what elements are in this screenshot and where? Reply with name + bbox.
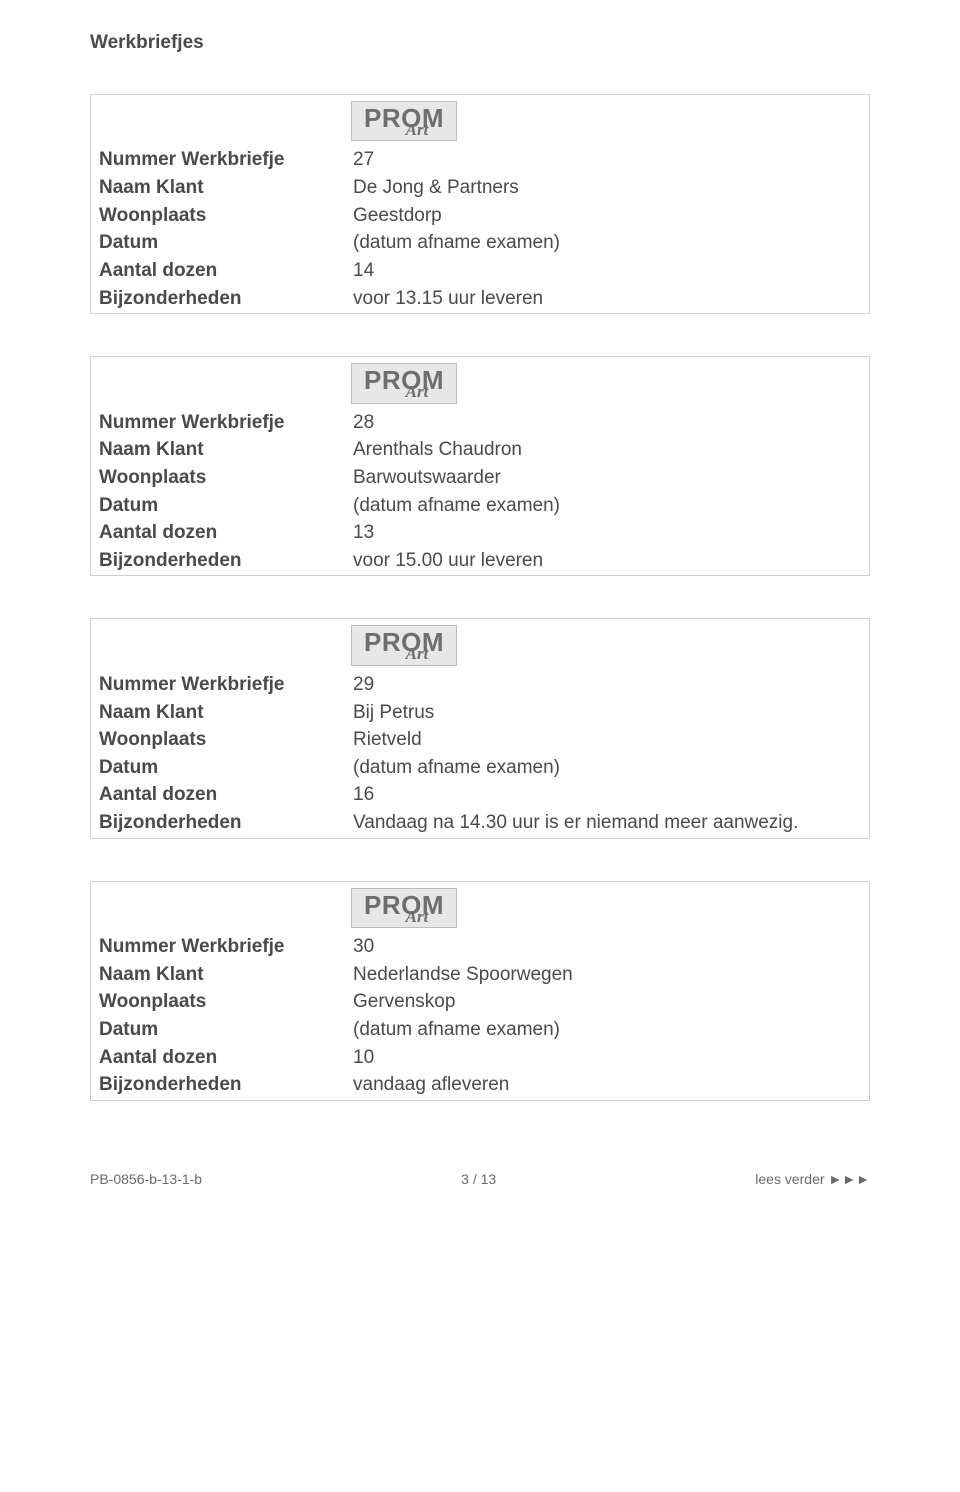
footer-left-code: PB-0856-b-13-1-b (90, 1171, 202, 1187)
logo-spacer (97, 625, 351, 665)
value-naam: Bij Petrus (353, 700, 863, 726)
value-bijz: vandaag afleveren (353, 1072, 863, 1098)
label-naam: Naam Klant (99, 700, 353, 726)
promart-logo: PROM Art (351, 101, 457, 141)
label-woonplaats: Woonplaats (99, 465, 353, 491)
label-datum: Datum (99, 1017, 353, 1043)
value-aantal: 10 (353, 1045, 863, 1071)
value-nummer: 30 (353, 934, 863, 960)
logo-row: PROM Art (91, 882, 869, 934)
value-bijz: voor 15.00 uur leveren (353, 548, 863, 574)
logo-text-art: Art (406, 910, 429, 924)
logo-text-prom: PROM (364, 895, 444, 916)
value-nummer: 28 (353, 410, 863, 436)
label-nummer: Nummer Werkbriefje (99, 934, 353, 960)
label-aantal: Aantal dozen (99, 520, 353, 546)
logo-row: PROM Art (91, 619, 869, 671)
label-woonplaats: Woonplaats (99, 989, 353, 1015)
werkbriefje-card: PROM Art Nummer Werkbriefje27 Naam Klant… (90, 94, 870, 314)
label-datum: Datum (99, 230, 353, 256)
label-naam: Naam Klant (99, 962, 353, 988)
label-woonplaats: Woonplaats (99, 203, 353, 229)
value-datum: (datum afname examen) (353, 493, 863, 519)
label-aantal: Aantal dozen (99, 1045, 353, 1071)
value-datum: (datum afname examen) (353, 1017, 863, 1043)
footer-page-number: 3 / 13 (461, 1171, 496, 1187)
label-datum: Datum (99, 755, 353, 781)
label-nummer: Nummer Werkbriefje (99, 147, 353, 173)
value-nummer: 29 (353, 672, 863, 698)
value-aantal: 16 (353, 782, 863, 808)
label-woonplaats: Woonplaats (99, 727, 353, 753)
logo-row: PROM Art (91, 95, 869, 147)
logo-spacer (97, 101, 351, 141)
value-datum: (datum afname examen) (353, 755, 863, 781)
promart-logo: PROM Art (351, 625, 457, 665)
footer-continue: lees verder ►►► (755, 1171, 870, 1187)
logo-text-prom: PROM (364, 370, 444, 391)
label-nummer: Nummer Werkbriefje (99, 410, 353, 436)
label-nummer: Nummer Werkbriefje (99, 672, 353, 698)
logo-row: PROM Art (91, 357, 869, 409)
label-naam: Naam Klant (99, 437, 353, 463)
page-body: Werkbriefjes PROM Art Nummer Werkbriefje… (0, 0, 960, 1163)
label-aantal: Aantal dozen (99, 258, 353, 284)
value-woonplaats: Geestdorp (353, 203, 863, 229)
werkbriefje-card: PROM Art Nummer Werkbriefje28 Naam Klant… (90, 356, 870, 576)
value-naam: Arenthals Chaudron (353, 437, 863, 463)
label-bijz: Bijzonderheden (99, 286, 353, 312)
werkbriefje-card: PROM Art Nummer Werkbriefje30 Naam Klant… (90, 881, 870, 1101)
value-woonplaats: Gervenskop (353, 989, 863, 1015)
section-title: Werkbriefjes (90, 32, 870, 54)
value-aantal: 14 (353, 258, 863, 284)
logo-text-art: Art (406, 647, 429, 661)
logo-text-prom: PROM (364, 108, 444, 129)
label-aantal: Aantal dozen (99, 782, 353, 808)
promart-logo: PROM Art (351, 888, 457, 928)
promart-logo: PROM Art (351, 363, 457, 403)
logo-spacer (97, 888, 351, 928)
logo-spacer (97, 363, 351, 403)
value-naam: Nederlandse Spoorwegen (353, 962, 863, 988)
value-datum: (datum afname examen) (353, 230, 863, 256)
value-woonplaats: Barwoutswaarder (353, 465, 863, 491)
value-bijz: Vandaag na 14.30 uur is er niemand meer … (353, 810, 863, 836)
value-woonplaats: Rietveld (353, 727, 863, 753)
logo-text-prom: PROM (364, 632, 444, 653)
value-aantal: 13 (353, 520, 863, 546)
label-bijz: Bijzonderheden (99, 548, 353, 574)
label-bijz: Bijzonderheden (99, 1072, 353, 1098)
label-datum: Datum (99, 493, 353, 519)
value-naam: De Jong & Partners (353, 175, 863, 201)
value-bijz: voor 13.15 uur leveren (353, 286, 863, 312)
value-nummer: 27 (353, 147, 863, 173)
label-naam: Naam Klant (99, 175, 353, 201)
page-footer: PB-0856-b-13-1-b 3 / 13 lees verder ►►► (0, 1163, 960, 1207)
werkbriefje-card: PROM Art Nummer Werkbriefje29 Naam Klant… (90, 618, 870, 838)
logo-text-art: Art (406, 123, 429, 137)
label-bijz: Bijzonderheden (99, 810, 353, 836)
logo-text-art: Art (406, 385, 429, 399)
